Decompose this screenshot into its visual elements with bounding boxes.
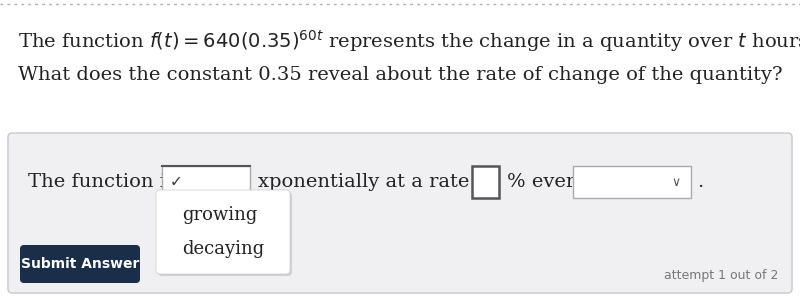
Text: ✓: ✓ (170, 175, 182, 190)
FancyBboxPatch shape (158, 192, 292, 276)
Text: decaying: decaying (182, 240, 264, 258)
Text: ∨: ∨ (671, 176, 681, 188)
Text: growing: growing (182, 206, 258, 224)
FancyBboxPatch shape (20, 245, 140, 283)
Text: The function $f(t) = 640(0.35)^{60t}$ represents the change in a quantity over $: The function $f(t) = 640(0.35)^{60t}$ re… (18, 28, 800, 54)
Text: % every: % every (507, 173, 586, 191)
Text: xponentially at a rate of: xponentially at a rate of (258, 173, 494, 191)
FancyBboxPatch shape (8, 133, 792, 293)
Text: The function is: The function is (28, 173, 176, 191)
FancyBboxPatch shape (573, 166, 691, 198)
FancyBboxPatch shape (162, 166, 250, 198)
Text: .: . (697, 173, 703, 191)
Text: What does the constant 0.35 reveal about the rate of change of the quantity?: What does the constant 0.35 reveal about… (18, 66, 782, 84)
Text: attempt 1 out of 2: attempt 1 out of 2 (664, 269, 778, 283)
FancyBboxPatch shape (156, 190, 290, 274)
Text: Submit Answer: Submit Answer (21, 257, 139, 271)
FancyBboxPatch shape (472, 166, 499, 198)
